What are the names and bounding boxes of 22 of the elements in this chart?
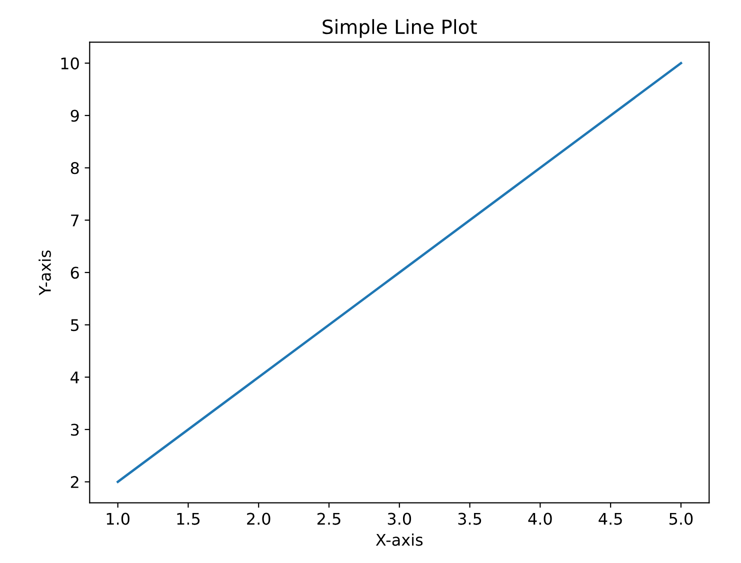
- x-axis-title: X-axis: [376, 533, 423, 546]
- x-tick-label: 5.0: [670, 512, 693, 525]
- x-tick-label: 1.5: [177, 512, 200, 525]
- line-series: [116, 62, 682, 484]
- y-axis-title: Y-axis: [38, 250, 51, 296]
- x-tick-label: 4.5: [598, 512, 622, 525]
- y-tick-label: 4: [70, 372, 80, 384]
- x-tick-label: 2.0: [247, 512, 270, 525]
- x-tick-label: 3.5: [458, 512, 482, 525]
- y-tick-label: 6: [70, 266, 79, 279]
- y-tick-label: 2: [70, 476, 78, 488]
- x-tick-label: 4.0: [528, 512, 552, 525]
- y-tick-label: 3: [70, 424, 79, 436]
- y-tick-label: 10: [61, 57, 79, 70]
- y-tick-label: 7: [71, 214, 79, 226]
- y-tick-label: 8: [70, 162, 79, 174]
- x-tick-label: 2.5: [317, 512, 340, 525]
- y-tick-label: 9: [70, 110, 79, 122]
- x-tick-label: 1.0: [106, 512, 130, 525]
- x-tick-label: 3.0: [388, 512, 412, 525]
- y-tick-label: 5: [71, 319, 79, 332]
- chart-title: Simple Line Plot: [322, 19, 477, 38]
